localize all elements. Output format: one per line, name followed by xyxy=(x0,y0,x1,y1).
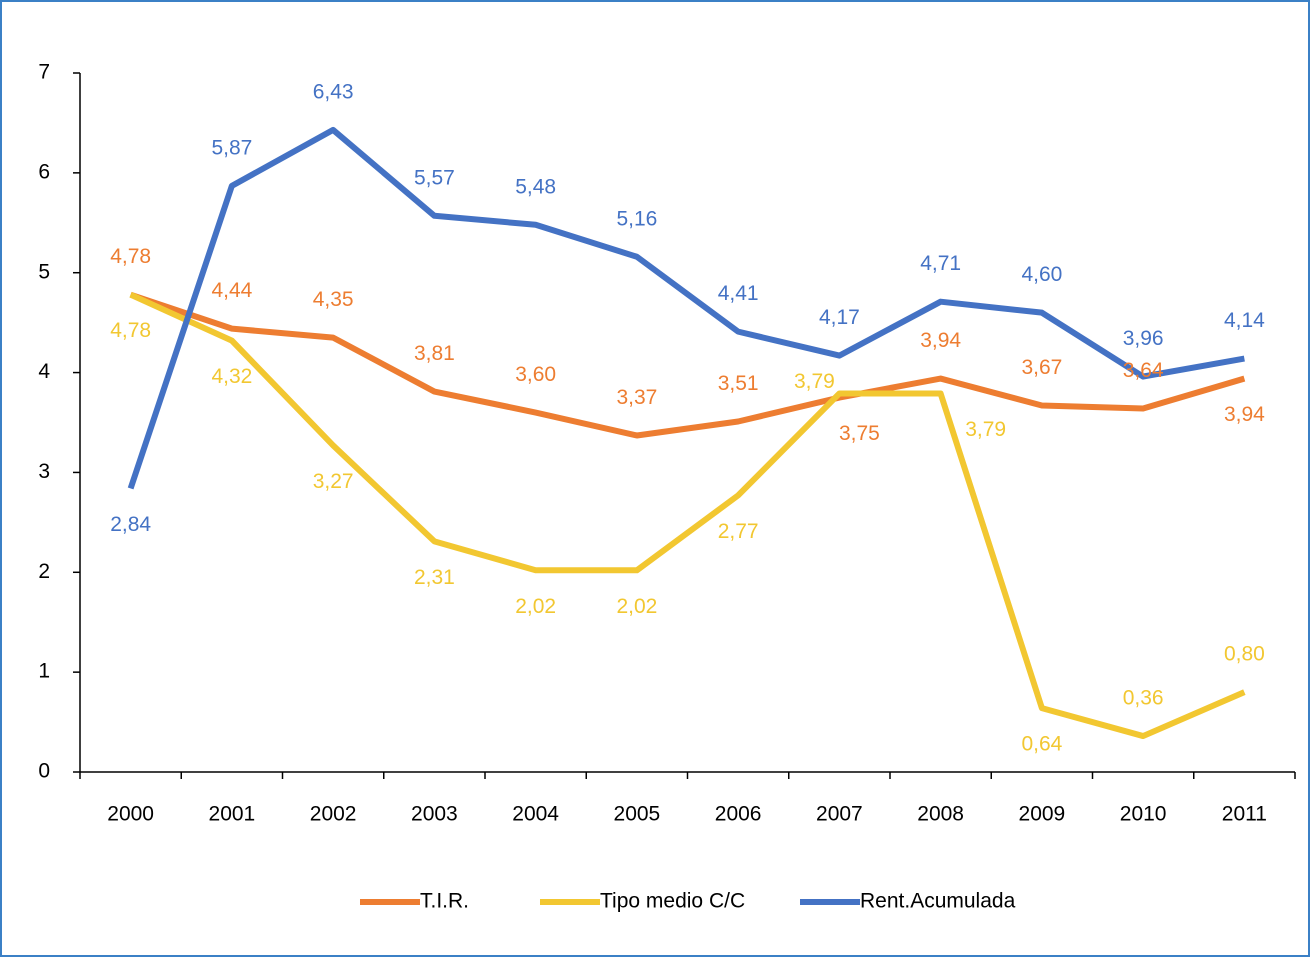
data-label: 5,16 xyxy=(616,207,657,230)
x-tick-label: 2006 xyxy=(715,803,762,826)
data-label: 2,77 xyxy=(718,520,759,543)
data-label: 3,79 xyxy=(794,370,835,393)
data-label: 3,60 xyxy=(515,363,556,386)
data-label: 2,31 xyxy=(414,566,455,589)
data-label: 0,64 xyxy=(1021,733,1062,756)
x-tick-label: 2001 xyxy=(209,803,256,826)
legend-label: Tipo medio C/C xyxy=(600,890,745,913)
x-tick-label: 2009 xyxy=(1019,803,1066,826)
x-tick-label: 2008 xyxy=(917,803,964,826)
data-label: 6,43 xyxy=(313,80,354,103)
data-label: 4,78 xyxy=(110,319,151,342)
data-label: 2,84 xyxy=(110,513,151,536)
y-tick-label: 0 xyxy=(38,760,50,783)
data-label: 3,37 xyxy=(616,386,657,409)
data-label: 2,02 xyxy=(616,595,657,618)
data-label: 5,48 xyxy=(515,175,556,198)
data-label: 4,17 xyxy=(819,306,860,329)
data-label: 3,27 xyxy=(313,470,354,493)
y-tick-label: 3 xyxy=(38,460,50,483)
series-line xyxy=(127,126,1245,490)
data-label: 3,81 xyxy=(414,342,455,365)
data-label: 0,36 xyxy=(1123,687,1164,710)
data-label: 4,44 xyxy=(211,279,252,302)
data-label: 5,57 xyxy=(414,166,455,189)
y-tick-label: 4 xyxy=(38,360,50,383)
y-tick-label: 7 xyxy=(38,61,50,84)
data-label: 3,96 xyxy=(1123,327,1164,350)
data-label: 3,67 xyxy=(1021,356,1062,379)
data-label: 4,32 xyxy=(211,365,252,388)
x-tick-label: 2007 xyxy=(816,803,863,826)
data-label: 4,14 xyxy=(1224,309,1265,332)
x-tick-label: 2011 xyxy=(1222,803,1267,826)
data-label: 4,60 xyxy=(1021,263,1062,286)
x-tick-label: 2000 xyxy=(107,803,154,826)
data-label: 3,94 xyxy=(1224,403,1265,426)
data-label: 5,87 xyxy=(211,136,252,159)
data-label: 0,80 xyxy=(1224,643,1265,666)
data-label: 4,71 xyxy=(920,252,961,275)
data-label: 3,79 xyxy=(965,418,1006,441)
y-tick-label: 1 xyxy=(38,660,50,683)
x-tick-label: 2004 xyxy=(512,803,559,826)
y-tick-label: 5 xyxy=(38,260,50,283)
data-label: 3,51 xyxy=(718,372,759,395)
data-label: 4,41 xyxy=(718,282,759,305)
data-label: 4,78 xyxy=(110,245,151,268)
legend-label: T.I.R. xyxy=(420,890,469,913)
series-line xyxy=(129,291,1246,740)
data-label: 2,02 xyxy=(515,595,556,618)
y-tick-label: 6 xyxy=(38,160,50,183)
data-label: 3,94 xyxy=(920,329,961,352)
legend-label: Rent.Acumulada xyxy=(860,890,1016,913)
x-tick-label: 2002 xyxy=(310,803,357,826)
data-label: 3,75 xyxy=(839,422,880,445)
y-tick-label: 2 xyxy=(38,560,50,583)
data-label: 3,64 xyxy=(1123,359,1164,382)
data-label: 4,35 xyxy=(313,288,354,311)
x-tick-label: 2003 xyxy=(411,803,458,826)
x-tick-label: 2005 xyxy=(614,803,661,826)
series-line xyxy=(129,291,1246,439)
x-tick-label: 2010 xyxy=(1120,803,1167,826)
